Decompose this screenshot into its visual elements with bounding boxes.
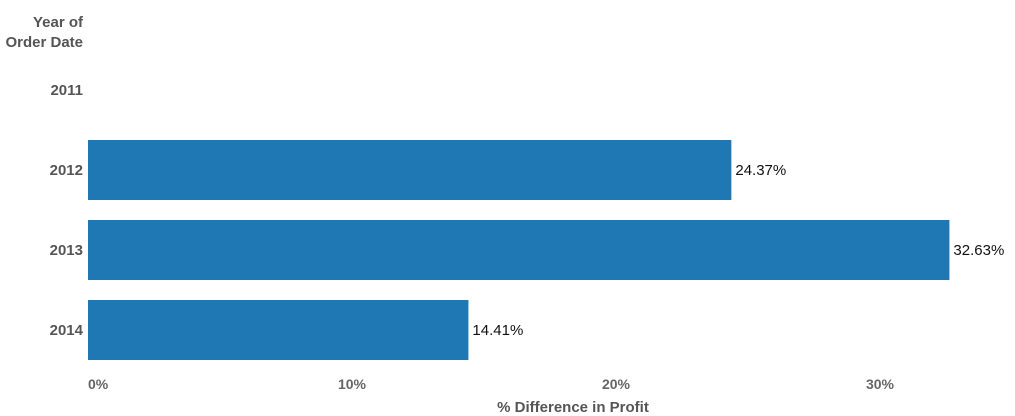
data-label-2012: 24.37% [735, 162, 786, 179]
bar-2012[interactable] [88, 140, 732, 200]
data-label-2014: 14.41% [472, 322, 523, 339]
bars [88, 140, 950, 360]
row-header-line-2: Order Date [5, 34, 83, 51]
bar-2013[interactable] [88, 220, 950, 280]
category-label-2013: 2013 [50, 242, 83, 259]
category-label-2014: 2014 [50, 322, 84, 339]
bar-2014[interactable] [88, 300, 469, 360]
row-header-line-1: Year of [33, 14, 84, 31]
category-labels: 2011 2012 2013 2014 [50, 82, 84, 339]
x-axis-title: % Difference in Profit [497, 399, 649, 416]
x-axis-ticks: 0% 10% 20% 30% [88, 376, 895, 392]
x-tick-label-10: 10% [338, 376, 367, 392]
x-tick-label-30: 30% [866, 376, 895, 392]
category-label-2011: 2011 [50, 82, 83, 99]
data-labels: 24.37% 32.63% 14.41% [472, 162, 1004, 339]
data-label-2013: 32.63% [953, 242, 1004, 259]
x-tick-label-20: 20% [602, 376, 631, 392]
category-label-2012: 2012 [50, 162, 83, 179]
x-tick-label-0: 0% [88, 376, 109, 392]
row-header: Year of Order Date [5, 14, 84, 51]
